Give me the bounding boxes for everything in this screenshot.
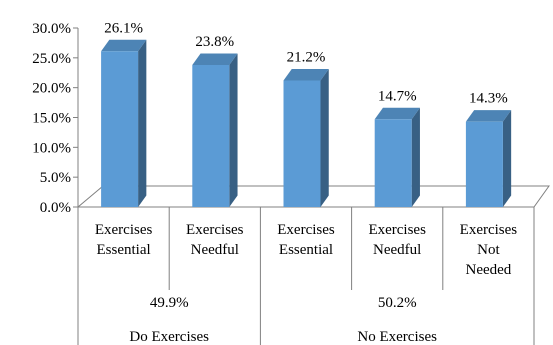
bar-2	[283, 80, 321, 207]
category-label-4: Exercises Not Needed	[460, 222, 518, 278]
bar-top-3	[374, 107, 420, 120]
data-label-1: 23.8%	[195, 34, 234, 50]
y-tick-label: 10.0%	[32, 140, 71, 156]
category-label-1: Exercises Needful	[186, 222, 244, 258]
category-label-2: Exercises Essential	[277, 222, 335, 258]
bar-top-4	[465, 110, 512, 122]
bar-side-4	[502, 110, 512, 207]
y-tick-label: 20.0%	[32, 81, 71, 97]
y-tick-label: 30.0%	[32, 21, 71, 37]
bar-top-0	[101, 39, 147, 52]
data-label-2: 21.2%	[287, 50, 326, 66]
bar-0	[101, 51, 139, 207]
data-label-3: 14.7%	[378, 88, 417, 104]
data-label-4: 14.3%	[469, 91, 508, 107]
group-total-0: 49.9%	[150, 295, 189, 311]
bar-1	[192, 64, 230, 207]
y-tick-label: 5.0%	[40, 170, 71, 186]
category-label-0: Exercises Essential	[95, 222, 153, 258]
group-name-0: Do Exercises	[129, 329, 209, 345]
y-tick-label: 25.0%	[32, 51, 71, 67]
bar-3	[374, 119, 412, 207]
bar-top-1	[192, 53, 238, 65]
bar-side-2	[320, 68, 329, 207]
data-label-0: 26.1%	[104, 20, 143, 36]
bar-side-3	[411, 107, 420, 207]
y-tick-label: 15.0%	[32, 111, 71, 127]
y-tick-label: 0.0%	[40, 200, 71, 216]
group-name-1: No Exercises	[357, 329, 437, 345]
bar-side-1	[229, 53, 238, 208]
bar-top-2	[283, 68, 329, 81]
bar-4	[465, 121, 503, 207]
group-total-1: 50.2%	[378, 295, 417, 311]
bar-side-0	[138, 39, 147, 207]
category-label-3: Exercises Needful	[368, 222, 426, 258]
